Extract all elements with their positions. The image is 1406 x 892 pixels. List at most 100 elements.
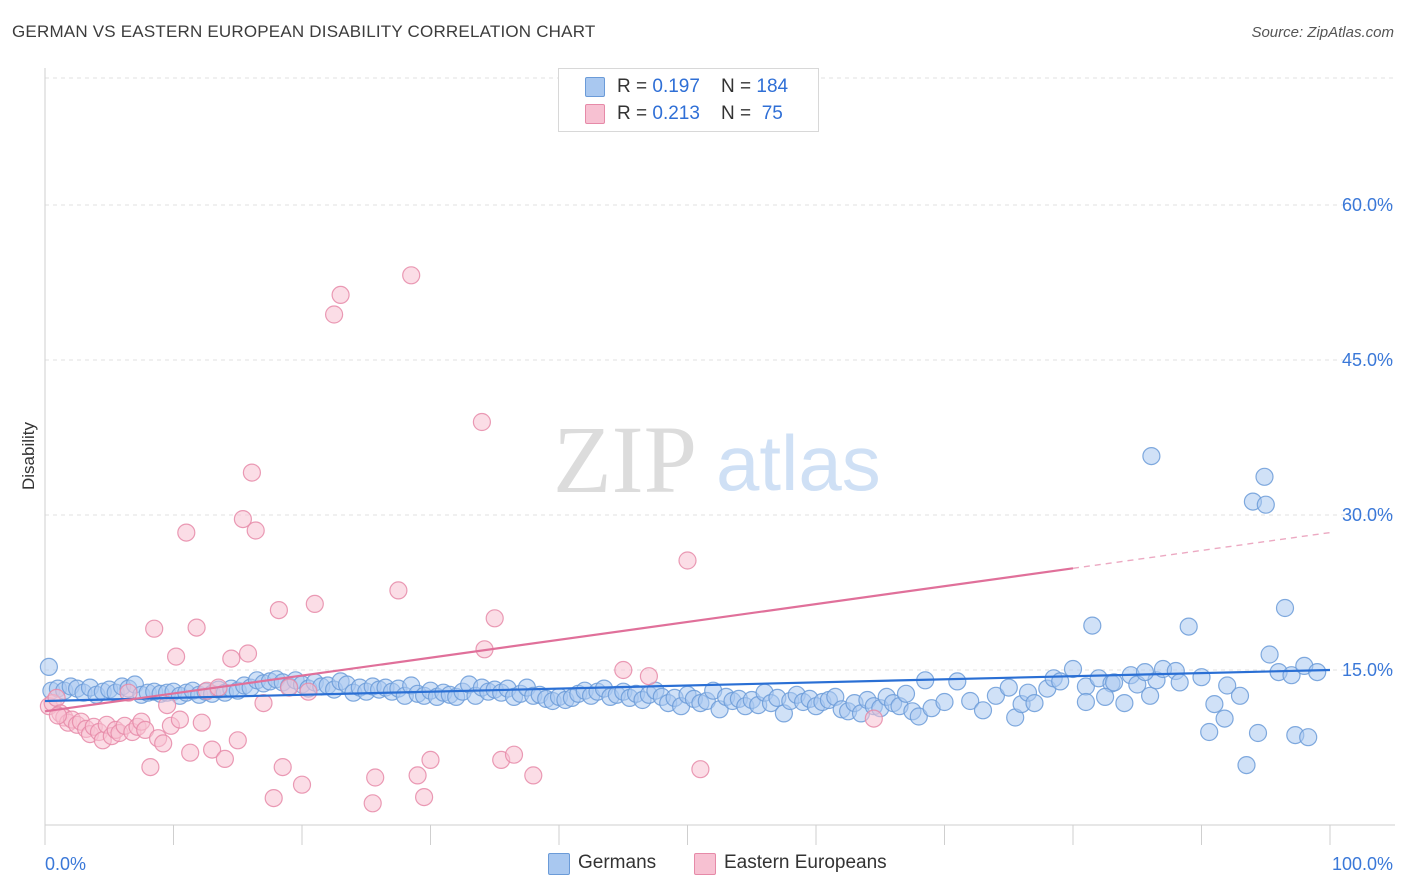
data-point	[119, 683, 138, 702]
data-point	[973, 701, 993, 720]
data-point	[1025, 693, 1044, 713]
data-point	[366, 768, 385, 787]
data-point	[1308, 662, 1327, 682]
data-point	[961, 691, 980, 711]
x-tick-label-start: 0.0%	[45, 854, 86, 874]
data-point	[269, 600, 288, 620]
bottom-legend-swatch-eastern-europeans	[694, 853, 716, 875]
data-point	[1237, 755, 1256, 775]
y-axis-label: Disability	[19, 421, 38, 490]
y-tick-label: 60.0%	[1342, 195, 1393, 215]
data-point	[325, 305, 344, 324]
data-point	[181, 743, 200, 762]
data-point	[909, 707, 928, 726]
x-tick-label-end: 100.0%	[1332, 854, 1393, 874]
data-point	[402, 266, 421, 285]
data-point	[1170, 673, 1189, 692]
points	[39, 266, 1327, 813]
data-point	[524, 766, 543, 785]
bottom-legend-label-germans: Germans	[578, 852, 657, 873]
data-point	[1205, 694, 1224, 714]
data-point	[242, 463, 261, 482]
y-tick-label: 30.0%	[1342, 505, 1393, 525]
data-point	[331, 285, 350, 304]
data-point	[48, 706, 68, 725]
data-point	[1200, 722, 1219, 742]
data-point	[864, 709, 883, 728]
data-point	[39, 657, 59, 677]
data-point	[363, 794, 382, 813]
legend-r-value: 0.197	[652, 76, 700, 97]
data-point	[896, 684, 916, 703]
bottom-legend-swatch-germans	[548, 853, 570, 875]
data-point	[177, 523, 196, 542]
legend-n-value: 75	[756, 103, 783, 124]
tick-labels: 15.0% 30.0% 45.0% 60.0% 0.0% 100.0%	[45, 195, 1393, 874]
series-eastern-europeans	[39, 266, 883, 813]
data-point	[1142, 447, 1161, 466]
data-point	[215, 749, 234, 769]
data-point	[472, 412, 491, 432]
source-label: Source: ZipAtlas.com	[1251, 24, 1394, 41]
trend-line-eastern-europeans	[44, 567, 1074, 713]
data-point	[280, 678, 299, 697]
data-point	[1083, 616, 1102, 635]
data-point	[145, 619, 164, 638]
data-point	[228, 731, 247, 750]
page-title: GERMAN VS EASTERN EUROPEAN DISABILITY CO…	[12, 22, 596, 41]
data-point	[273, 757, 292, 777]
data-point	[1140, 686, 1160, 705]
trend-line-extension-eastern-europeans	[1072, 531, 1331, 570]
axes	[44, 68, 1395, 845]
data-point	[485, 609, 504, 628]
legend-n-value: 184	[756, 76, 789, 97]
data-point	[222, 649, 241, 668]
data-point	[408, 766, 427, 785]
data-point	[246, 521, 265, 540]
legend-swatch-eastern-europeans	[585, 104, 605, 124]
data-point	[238, 644, 258, 663]
data-point	[678, 551, 697, 570]
data-point	[691, 760, 710, 779]
data-point	[986, 686, 1006, 705]
data-point	[233, 509, 252, 529]
data-point	[1135, 662, 1155, 682]
legend-r-value: 0.213	[652, 103, 700, 124]
data-point	[1215, 709, 1234, 728]
data-point	[254, 693, 273, 713]
data-point	[1218, 676, 1237, 695]
data-point	[999, 678, 1018, 697]
data-point	[614, 660, 633, 680]
data-point	[1248, 723, 1268, 743]
data-point	[1115, 693, 1134, 713]
legend-r-label: R =	[617, 76, 653, 97]
data-point	[154, 734, 173, 753]
data-point	[141, 757, 160, 777]
data-point	[504, 745, 524, 764]
data-point	[1076, 692, 1096, 712]
data-point	[299, 682, 318, 701]
data-point	[47, 688, 66, 708]
trend-line-germans	[44, 668, 1331, 703]
data-point	[1275, 598, 1295, 618]
watermark-atlas: atlas	[716, 419, 881, 507]
data-point	[1299, 728, 1318, 747]
data-point	[415, 787, 434, 807]
data-point	[935, 692, 954, 712]
legend-n-label: N =	[721, 76, 757, 97]
bottom-legend-label-eastern-europeans: Eastern Europeans	[724, 852, 887, 873]
data-point	[264, 788, 283, 808]
y-tick-label: 45.0%	[1342, 350, 1393, 370]
grid-lines	[45, 77, 1395, 671]
data-point	[192, 713, 211, 732]
data-point	[1255, 467, 1274, 486]
data-point	[292, 775, 312, 794]
y-tick-label: 15.0%	[1342, 660, 1393, 680]
data-point	[203, 740, 222, 759]
data-point	[1095, 687, 1115, 707]
watermark-zip: ZIP	[553, 406, 697, 513]
data-point	[305, 594, 324, 614]
data-point	[1063, 659, 1083, 679]
data-point	[136, 720, 155, 740]
